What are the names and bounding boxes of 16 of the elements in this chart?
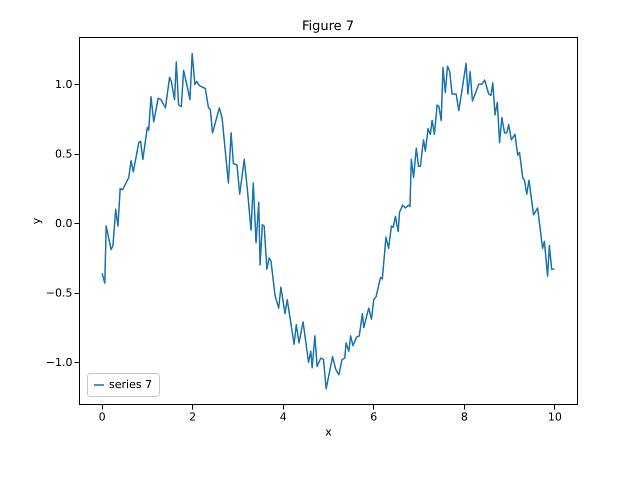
x-tick-label: 8: [460, 410, 468, 424]
x-tick-label: 10: [548, 410, 562, 424]
x-tick-label: 2: [189, 410, 196, 424]
chart-title: Figure 7: [302, 19, 354, 34]
y-tick-label: 1.0: [55, 78, 72, 91]
y-axis-title: y: [30, 217, 43, 224]
x-tick-label: 0: [98, 410, 106, 424]
y-tick-label: −1.0: [46, 356, 72, 369]
y-tick-label: 0.5: [55, 147, 72, 160]
x-axis-title: x: [325, 426, 332, 438]
legend-label: series 7: [109, 378, 152, 391]
x-tick-label: 6: [370, 410, 378, 424]
line-series: [101, 52, 556, 390]
x-tick-label: 4: [280, 410, 287, 424]
y-tick-label: −0.5: [46, 286, 72, 300]
y-tick-label: 0.0: [55, 216, 72, 230]
